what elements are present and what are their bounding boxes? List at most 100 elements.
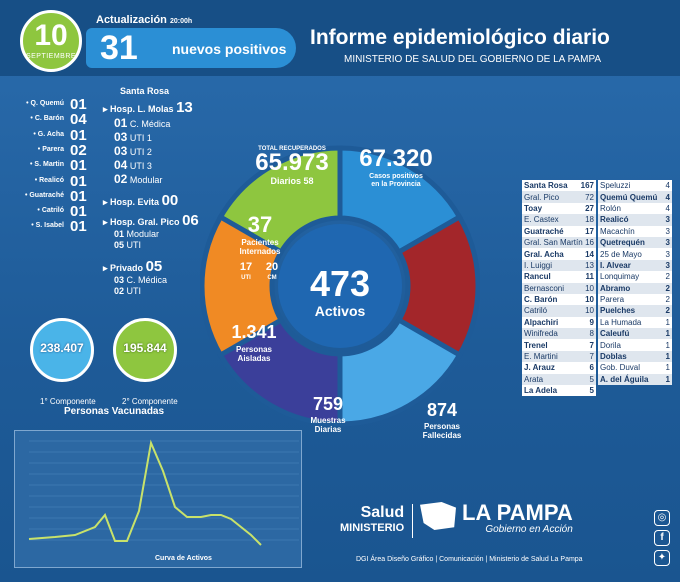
table-row: Gral. San Martín 16 xyxy=(522,236,596,249)
instagram-icon[interactable]: ◎ xyxy=(654,510,670,526)
table-row: Guatraché 17 xyxy=(522,225,596,237)
table-cell-locality: I. Luiggi xyxy=(524,260,553,270)
hosp-evita-label: Hosp. Evita xyxy=(110,197,160,207)
table-cell-locality: C. Barón xyxy=(524,295,558,305)
table-cell-count: 1 xyxy=(665,329,670,339)
hospital-sub-label: C. Médica xyxy=(127,119,171,129)
hospital-sub-value: 02 xyxy=(114,286,125,296)
salud-text: Salud xyxy=(360,504,405,521)
table-cell-locality: Gral. Pico xyxy=(524,192,560,202)
hosp-evita-value: 00 xyxy=(161,192,179,209)
table-cell-locality: Quetrequén xyxy=(600,238,645,248)
table-left-column: Santa Rosa 167 Gral. Pico 72 Toay 27 E. Castex… xyxy=(522,180,596,397)
active-value: 473 xyxy=(310,263,370,304)
table-cell-count: 18 xyxy=(585,215,594,225)
locality-name: • Guatraché xyxy=(24,191,64,199)
twitter-icon[interactable]: ✦ xyxy=(654,550,670,566)
hospital-sub-value: 03 xyxy=(114,130,128,144)
table-cell-count: 16 xyxy=(585,238,594,248)
table-row: Quemú Quemú 4 xyxy=(598,191,672,203)
table-row: E. Castex 18 xyxy=(522,214,596,226)
vaccine-second-circle: 195.844 xyxy=(113,318,177,382)
locality-value: 01 xyxy=(70,172,87,190)
positives-label: Casos positivos xyxy=(369,173,423,180)
samples-value: 759 xyxy=(313,394,343,414)
hospital-sub-item: 02 UTI xyxy=(114,286,141,296)
table-row: Trenel 7 xyxy=(522,339,596,351)
locality-name: • Q. Quemú xyxy=(26,100,64,107)
table-row: Caleufú 1 xyxy=(598,328,672,340)
la-pampa-logo: LA PAMPA Gobierno en Acción xyxy=(462,500,573,536)
facebook-icon[interactable]: f xyxy=(654,530,670,546)
hosp-molas-label: Hosp. L. Molas xyxy=(110,104,174,114)
hospital-sub-label: UTI xyxy=(124,286,142,296)
hospital-sub-item: 01 Modular xyxy=(114,229,159,239)
table-cell-count: 3 xyxy=(665,238,670,248)
santa-rosa-label: Santa Rosa xyxy=(120,86,170,96)
table-cell-locality: Puelches xyxy=(600,306,636,316)
table-cell-count: 10 xyxy=(585,295,594,305)
cm-value: 20 xyxy=(266,261,278,273)
deaths-label: Personas xyxy=(424,422,461,431)
table-cell-count: 4 xyxy=(665,192,670,202)
table-cell-locality: Toay xyxy=(524,203,543,213)
recovered-value: 65.973 xyxy=(255,149,328,176)
la-pampa-text: LA PAMPA xyxy=(462,500,573,525)
hospital-sub-item: 03 UTI 2 xyxy=(114,144,152,158)
locality-value: 01 xyxy=(70,187,87,205)
locality-name: • Catriló xyxy=(37,207,64,215)
table-cell-locality: Santa Rosa xyxy=(524,181,568,191)
active-curve-svg xyxy=(28,439,299,546)
hosp-molas-value: 13 xyxy=(176,99,193,116)
table-cell-locality: Gob. Duval xyxy=(600,363,641,373)
hosp-pico: ▸ Hosp. Gral. Pico 06 xyxy=(103,212,199,229)
table-row: Dorila 1 xyxy=(598,339,672,351)
table-cell-count: 72 xyxy=(585,192,594,202)
table-row: La Humada 1 xyxy=(598,316,672,329)
table-cell-locality: Speluzzi xyxy=(600,181,631,191)
table-cell-locality: La Adela xyxy=(524,386,558,396)
table-row: Parera 2 xyxy=(598,293,672,306)
table-cell-locality: Dorila xyxy=(600,340,621,350)
hosp-privado-label: Privado xyxy=(110,263,144,273)
footer-divider xyxy=(412,504,413,538)
table-row: La Adela 5 xyxy=(522,385,596,397)
vaccine-first-circle: 238.407 xyxy=(30,318,94,382)
table-row: Gral. Acha 14 xyxy=(522,248,596,260)
footer-credits: DGI Área Diseño Gráfico | Comunicación |… xyxy=(356,556,583,563)
hospital-sub-item: 05 UTI xyxy=(114,240,141,250)
hospitalized-segment xyxy=(200,213,285,359)
deaths-value: 874 xyxy=(427,400,457,420)
hospital-sub-value: 04 xyxy=(114,158,128,172)
table-row: Realicó 3 xyxy=(598,214,672,226)
locality-name: • Parera xyxy=(37,145,64,153)
table-cell-count: 8 xyxy=(589,329,594,339)
hospital-sub-label: UTI 1 xyxy=(127,133,152,143)
table-cell-count: 11 xyxy=(585,272,594,282)
table-cell-count: 27 xyxy=(585,203,594,213)
locality-value: 01 xyxy=(70,96,87,113)
hospital-sub-value: 03 xyxy=(114,144,128,158)
isolated-value: 1.341 xyxy=(231,322,276,342)
table-row: Bernasconi 10 xyxy=(522,282,596,294)
salud-logo: Salud MINISTERIO xyxy=(340,504,404,534)
table-row: 25 de Mayo 3 xyxy=(598,248,672,260)
table-row: Gral. Pico 72 xyxy=(522,191,596,203)
hospital-sub-label: Modular xyxy=(127,175,163,185)
table-cell-locality: Rolón xyxy=(600,203,621,213)
update-label: Actualización 20:00h xyxy=(96,14,192,26)
hosp-privado: ▸ Privado 05 xyxy=(103,258,163,275)
hospital-sub-item: 03 C. Médica xyxy=(114,275,167,285)
update-time: 20:00h xyxy=(169,18,193,25)
ministerio-text: MINISTERIO xyxy=(340,522,405,534)
table-row: Doblas 1 xyxy=(598,350,672,363)
uti-label: UTI xyxy=(241,275,251,281)
table-cell-count: 2 xyxy=(665,306,670,316)
table-cell-count: 3 xyxy=(665,260,670,270)
table-cell-locality: Arata xyxy=(524,374,544,384)
table-cell-locality: Alpachiri xyxy=(524,317,559,327)
table-cell-locality: Winifreda xyxy=(524,329,558,339)
table-row: C. Barón 10 xyxy=(522,293,596,306)
